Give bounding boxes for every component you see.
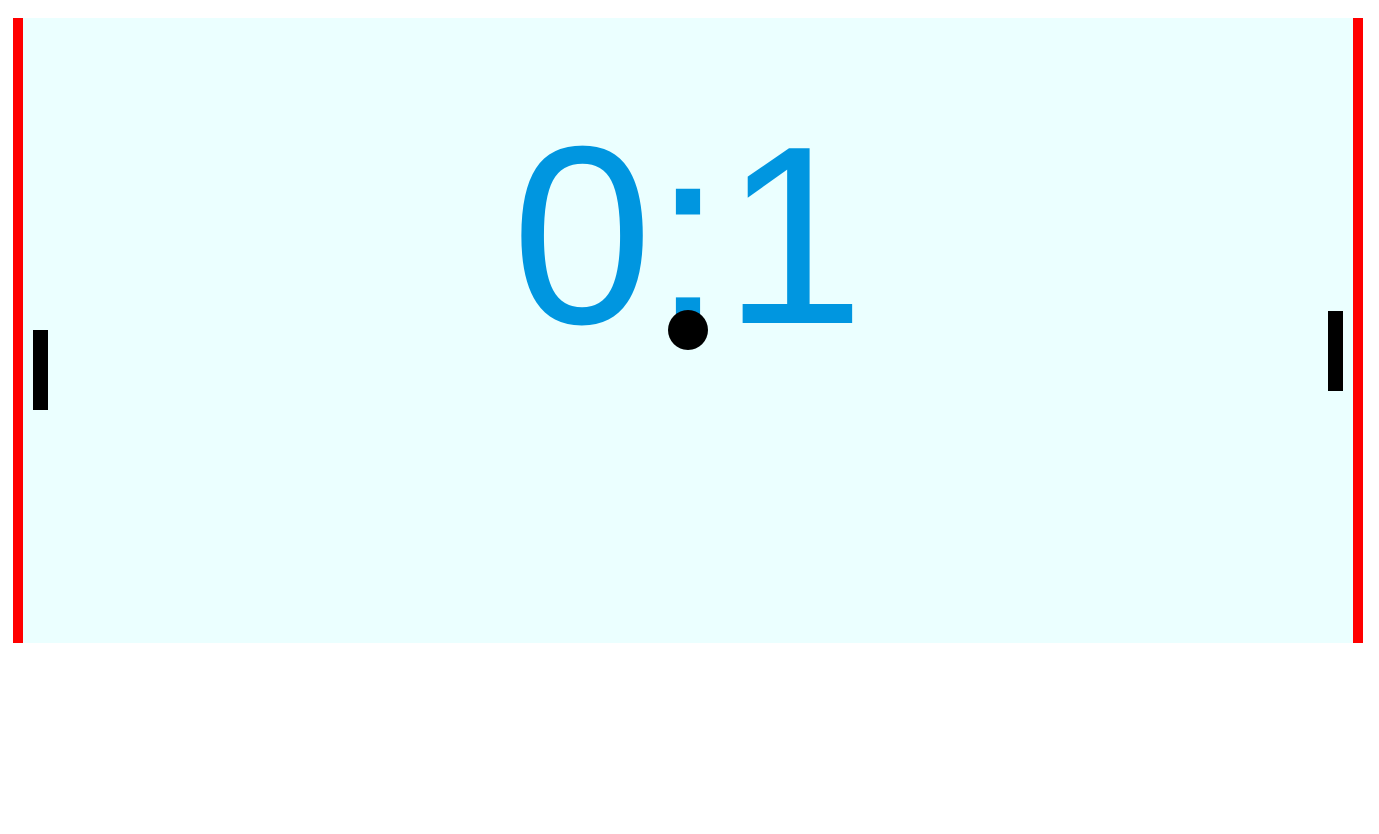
right-paddle[interactable] — [1328, 311, 1343, 391]
left-goal-line — [13, 18, 23, 643]
scoreboard: 0:1 — [13, 108, 1363, 362]
ball — [668, 310, 708, 350]
right-score: 1 — [723, 93, 865, 377]
left-paddle[interactable] — [33, 330, 48, 410]
left-score: 0 — [511, 93, 653, 377]
right-goal-line — [1353, 18, 1363, 643]
